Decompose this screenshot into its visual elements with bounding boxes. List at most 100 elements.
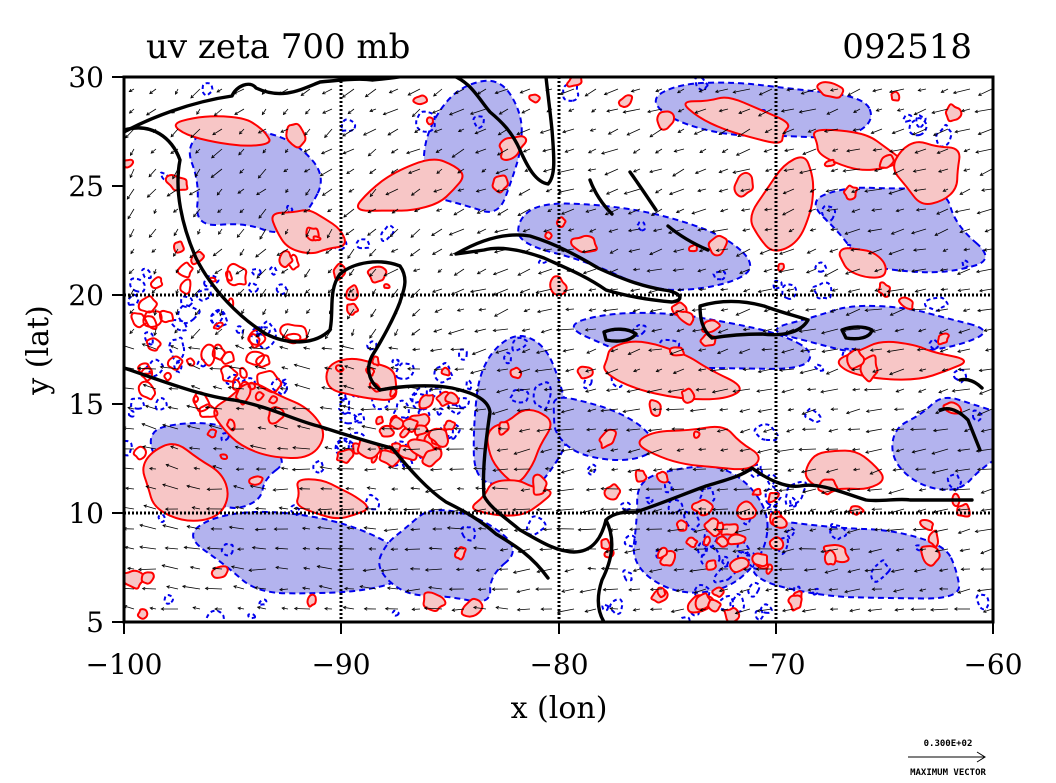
wind-vector-head [585,369,589,373]
wind-vector-head [652,228,657,233]
wind-vector [699,288,707,291]
wind-vector [698,368,707,371]
positive-region [659,549,677,567]
negative-region [952,368,968,384]
wind-vector [846,408,861,414]
wind-vector-head [521,349,526,353]
wind-vector-head [401,466,406,471]
wind-vector [324,128,333,138]
wind-vector [424,607,443,610]
wind-vector-head [219,312,223,317]
wind-vector-head [585,209,590,213]
wind-vector-head [670,487,675,492]
wind-vector-head [491,411,496,415]
wind-vector-head [146,194,151,198]
wind-vector-head [564,569,569,573]
wind-vector [558,388,575,392]
wind-vector [871,128,883,134]
wind-vector [912,448,927,453]
wind-vector [475,128,487,134]
wind-vector-head [757,409,762,413]
wind-vector [280,128,289,133]
wind-vector-head [493,313,498,317]
wind-vector [219,308,223,316]
wind-vector [492,487,509,490]
wind-vector-head [798,329,803,333]
negative-region [249,268,262,276]
wind-vector-head [584,609,589,613]
wind-vector [648,348,663,351]
wind-vector [757,448,773,453]
negative-region [644,496,654,505]
wind-vector-head [159,365,164,369]
wind-vector [411,188,421,196]
wind-vector-head [217,209,221,213]
wind-vector [239,248,245,256]
wind-vector [495,348,509,354]
wind-vector-head [655,368,660,373]
wind-vector [829,248,839,253]
wind-vector [518,368,531,373]
wind-vector [964,428,971,432]
wind-vector-head [871,507,876,512]
y-tick-labels: 5 10 15 20 25 30 [68,61,104,639]
negative-region [130,397,145,410]
negative-region [409,385,429,404]
wind-vector-head [302,346,307,350]
wind-vector-head [588,308,593,312]
wind-vector [148,228,157,238]
wind-vector [322,347,333,350]
wind-vector-head [476,210,481,214]
wind-vector-head [842,168,847,173]
wind-vector [810,228,817,231]
wind-vector-head [161,564,166,568]
wind-vector-head [782,608,786,613]
wind-vector [385,188,399,195]
positive-region [142,310,163,329]
wind-vector-head [721,149,726,153]
wind-vector-head [345,231,350,236]
wind-vector-head [469,427,473,431]
negative-region [693,583,711,602]
positive-region [200,343,216,367]
wind-vector [802,608,817,612]
wind-vector [826,468,839,473]
wind-vector-head [292,446,296,450]
wind-vector-head [672,173,676,177]
wind-vector [492,408,509,415]
wind-vector [318,508,333,511]
wind-vector [193,607,201,610]
wind-vector-head [235,505,239,510]
wind-vector [672,168,685,177]
wind-vector-head [235,406,240,411]
positive-region [422,591,447,612]
wind-vector-head [587,566,592,571]
wind-vector-head [628,249,633,253]
wind-vector-head [367,447,371,451]
wind-vector [916,408,927,414]
wind-vector-head [535,290,540,294]
wind-vector [957,448,971,452]
wind-vector-head [542,169,547,173]
wind-vector [694,588,707,594]
wind-vector-head [913,111,918,116]
wind-vector [975,108,993,113]
negative-region [814,261,828,273]
wind-vector [241,308,245,314]
wind-vector [738,108,751,114]
wind-vector-head [168,386,173,391]
wind-vector [306,308,311,314]
wind-vector [627,128,641,136]
wind-vector [384,268,399,277]
wind-vector-head [975,269,980,274]
wind-vector [853,468,861,471]
wind-vector-head [652,468,657,472]
wind-vector-head [212,446,217,451]
wind-vector [671,608,685,613]
wind-vector-head [975,449,980,453]
wind-vector-head [889,149,894,153]
negative-region [340,118,357,133]
wind-vector-head [432,527,436,531]
wind-vector-head [689,569,693,573]
wind-vector [720,448,729,451]
